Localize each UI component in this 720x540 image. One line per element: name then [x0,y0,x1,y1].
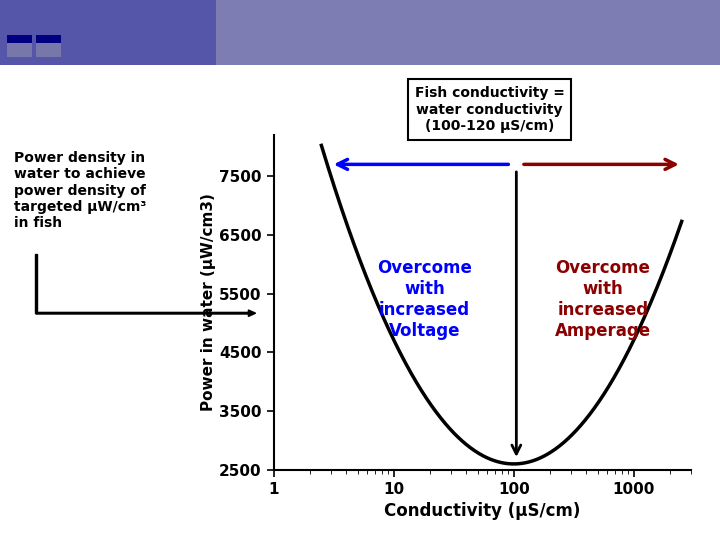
Y-axis label: Power in water (μW/cm3): Power in water (μW/cm3) [202,193,217,411]
Text: Overcome
with
increased
Amperage: Overcome with increased Amperage [554,259,651,340]
Text: Power density in
water to achieve
power density of
targeted μW/cm³
in fish: Power density in water to achieve power … [14,151,147,230]
X-axis label: Conductivity (μS/cm): Conductivity (μS/cm) [384,502,580,520]
Text: Fish conductivity =
water conductivity
(100-120 μS/cm): Fish conductivity = water conductivity (… [415,86,564,133]
Text: Overcome
with
increased
Voltage: Overcome with increased Voltage [377,259,472,340]
